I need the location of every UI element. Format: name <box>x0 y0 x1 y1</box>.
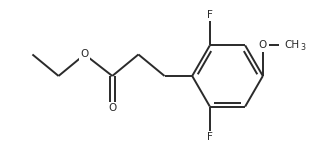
Text: O: O <box>81 49 89 60</box>
Text: F: F <box>207 132 213 142</box>
Text: O: O <box>259 40 267 50</box>
Text: CH: CH <box>284 40 300 50</box>
Text: O: O <box>108 103 116 113</box>
Text: 3: 3 <box>300 43 305 52</box>
Text: F: F <box>207 9 213 20</box>
